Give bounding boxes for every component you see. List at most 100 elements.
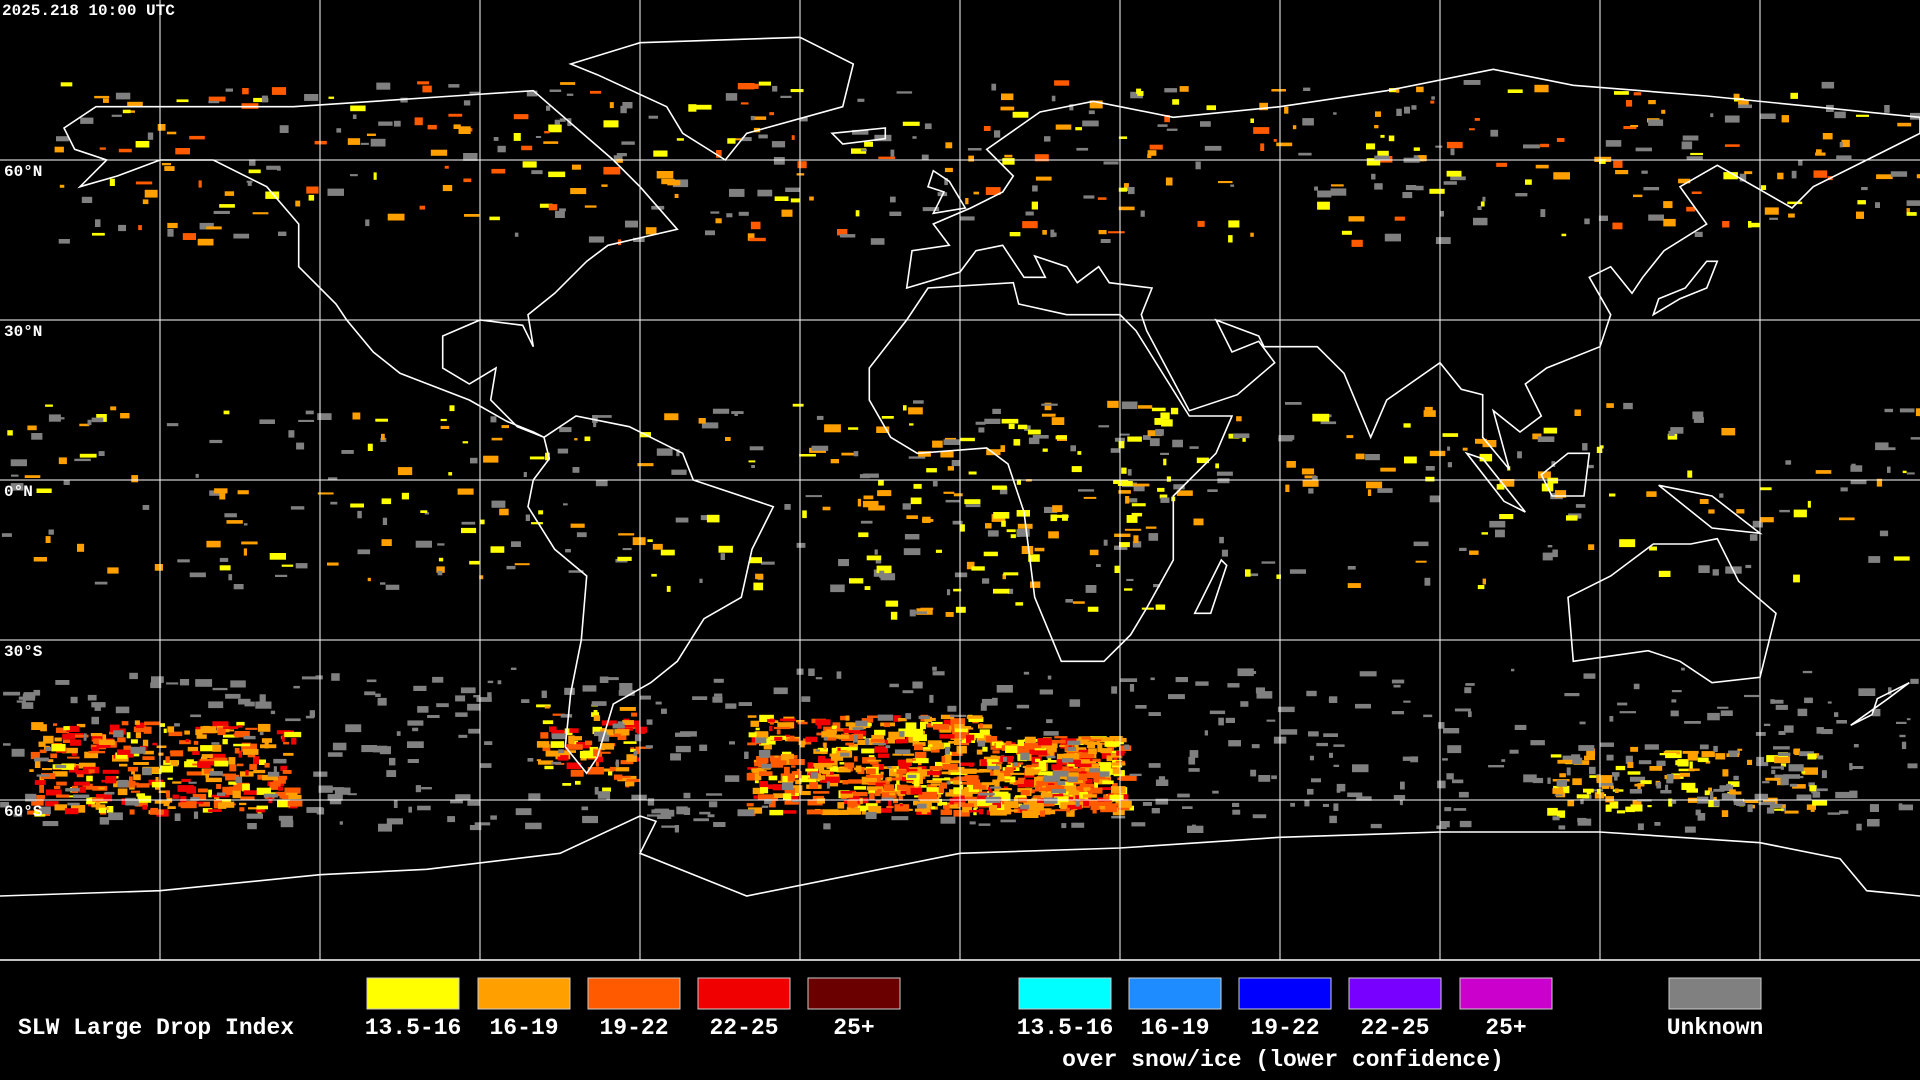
cloud-pixel	[24, 475, 41, 478]
cloud-pixel	[1228, 235, 1233, 243]
cloud-pixel	[1788, 764, 1804, 772]
cloud-pixel	[1556, 779, 1568, 787]
cloud-pixel	[1758, 801, 1776, 806]
cloud-pixel	[1747, 804, 1753, 813]
cloud-pixel	[1586, 748, 1596, 757]
cloud-pixel	[994, 130, 1001, 138]
cloud-pixel	[154, 564, 163, 571]
cloud-pixel	[584, 436, 591, 442]
cloud-pixel	[1030, 581, 1041, 588]
cloud-pixel	[1668, 798, 1673, 807]
cloud-pixel	[799, 454, 816, 457]
cloud-pixel	[579, 750, 596, 759]
cloud-pixel	[929, 694, 934, 703]
cloud-pixel	[1250, 671, 1257, 674]
cloud-pixel	[606, 794, 610, 801]
cloud-pixel	[910, 497, 922, 505]
cloud-pixel	[1160, 497, 1170, 503]
cloud-pixel	[570, 523, 585, 528]
cloud-pixel	[73, 794, 90, 799]
cloud-pixel	[417, 81, 430, 85]
cloud-pixel	[484, 741, 493, 745]
cloud-pixel	[866, 555, 882, 561]
cloud-pixel	[760, 787, 769, 794]
cloud-pixel	[600, 729, 614, 736]
cloud-pixel	[378, 121, 393, 126]
cloud-pixel	[767, 719, 775, 723]
cloud-pixel	[1597, 788, 1601, 794]
cloud-pixel	[582, 685, 597, 692]
cloud-pixel	[1109, 794, 1124, 800]
cloud-pixel	[961, 726, 972, 728]
cloud-pixel	[1043, 797, 1058, 804]
cloud-pixel	[1114, 545, 1128, 550]
cloud-pixel	[407, 720, 424, 726]
cloud-pixel	[1677, 759, 1689, 767]
cloud-pixel	[840, 747, 858, 751]
cloud-pixel	[545, 452, 550, 461]
cloud-pixel	[1097, 744, 1103, 753]
cloud-pixel	[978, 427, 985, 433]
cloud-layer	[0, 80, 1920, 833]
cloud-pixel	[1034, 776, 1051, 781]
cloud-pixel	[1458, 791, 1469, 798]
cloud-pixel	[813, 791, 830, 794]
cloud-pixel	[1216, 471, 1233, 476]
cloud-pixel	[944, 802, 960, 809]
cloud-pixel	[823, 726, 832, 732]
coastline	[1540, 452, 1591, 497]
cloud-pixel	[1064, 768, 1081, 772]
cloud-pixel	[16, 700, 26, 703]
cloud-pixel	[511, 541, 521, 547]
cloud-pixel	[695, 104, 712, 110]
cloud-pixel	[283, 741, 290, 745]
cloud-pixel	[890, 196, 896, 203]
cloud-pixel	[1802, 670, 1813, 674]
cloud-pixel	[897, 718, 907, 722]
legend-swatch	[1668, 977, 1762, 1010]
cloud-pixel	[572, 467, 580, 473]
cloud-pixel	[105, 775, 117, 784]
cloud-pixel	[197, 788, 208, 793]
cloud-pixel	[1868, 556, 1881, 563]
cloud-pixel	[969, 733, 984, 739]
cloud-pixel	[1614, 774, 1618, 781]
cloud-pixel	[1777, 172, 1784, 180]
cloud-pixel	[921, 747, 936, 750]
cloud-pixel	[996, 685, 1013, 693]
cloud-pixel	[1807, 753, 1817, 760]
cloud-pixel	[1022, 810, 1039, 818]
cloud-pixel	[953, 493, 963, 497]
cloud-pixel	[783, 810, 797, 814]
cloud-pixel	[336, 128, 342, 133]
cloud-pixel	[861, 777, 877, 782]
cloud-pixel	[870, 238, 885, 245]
cloud-pixel	[897, 784, 908, 791]
cloud-pixel	[1328, 698, 1336, 702]
cloud-pixel	[198, 801, 210, 807]
cloud-pixel	[822, 506, 831, 511]
cloud-pixel	[863, 473, 879, 478]
cloud-pixel	[1774, 756, 1791, 764]
cloud-pixel	[1046, 809, 1056, 815]
cloud-pixel	[144, 189, 158, 198]
cloud-pixel	[675, 745, 691, 753]
legend-label: 13.5-16	[1017, 1015, 1114, 1041]
cloud-pixel	[420, 510, 428, 513]
cloud-pixel	[1648, 100, 1656, 105]
cloud-pixel	[773, 793, 786, 798]
cloud-pixel	[930, 742, 944, 750]
cloud-pixel	[523, 472, 527, 478]
cloud-pixel	[868, 805, 882, 814]
cloud-pixel	[248, 807, 261, 810]
cloud-pixel	[491, 437, 503, 441]
cloud-pixel	[58, 239, 70, 244]
cloud-pixel	[166, 131, 177, 135]
cloud-pixel	[603, 677, 619, 681]
cloud-pixel	[1062, 758, 1074, 763]
cloud-pixel	[489, 216, 500, 221]
cloud-pixel	[964, 775, 979, 782]
cloud-pixel	[1793, 509, 1807, 518]
legend-label: 16-19	[489, 1015, 558, 1041]
